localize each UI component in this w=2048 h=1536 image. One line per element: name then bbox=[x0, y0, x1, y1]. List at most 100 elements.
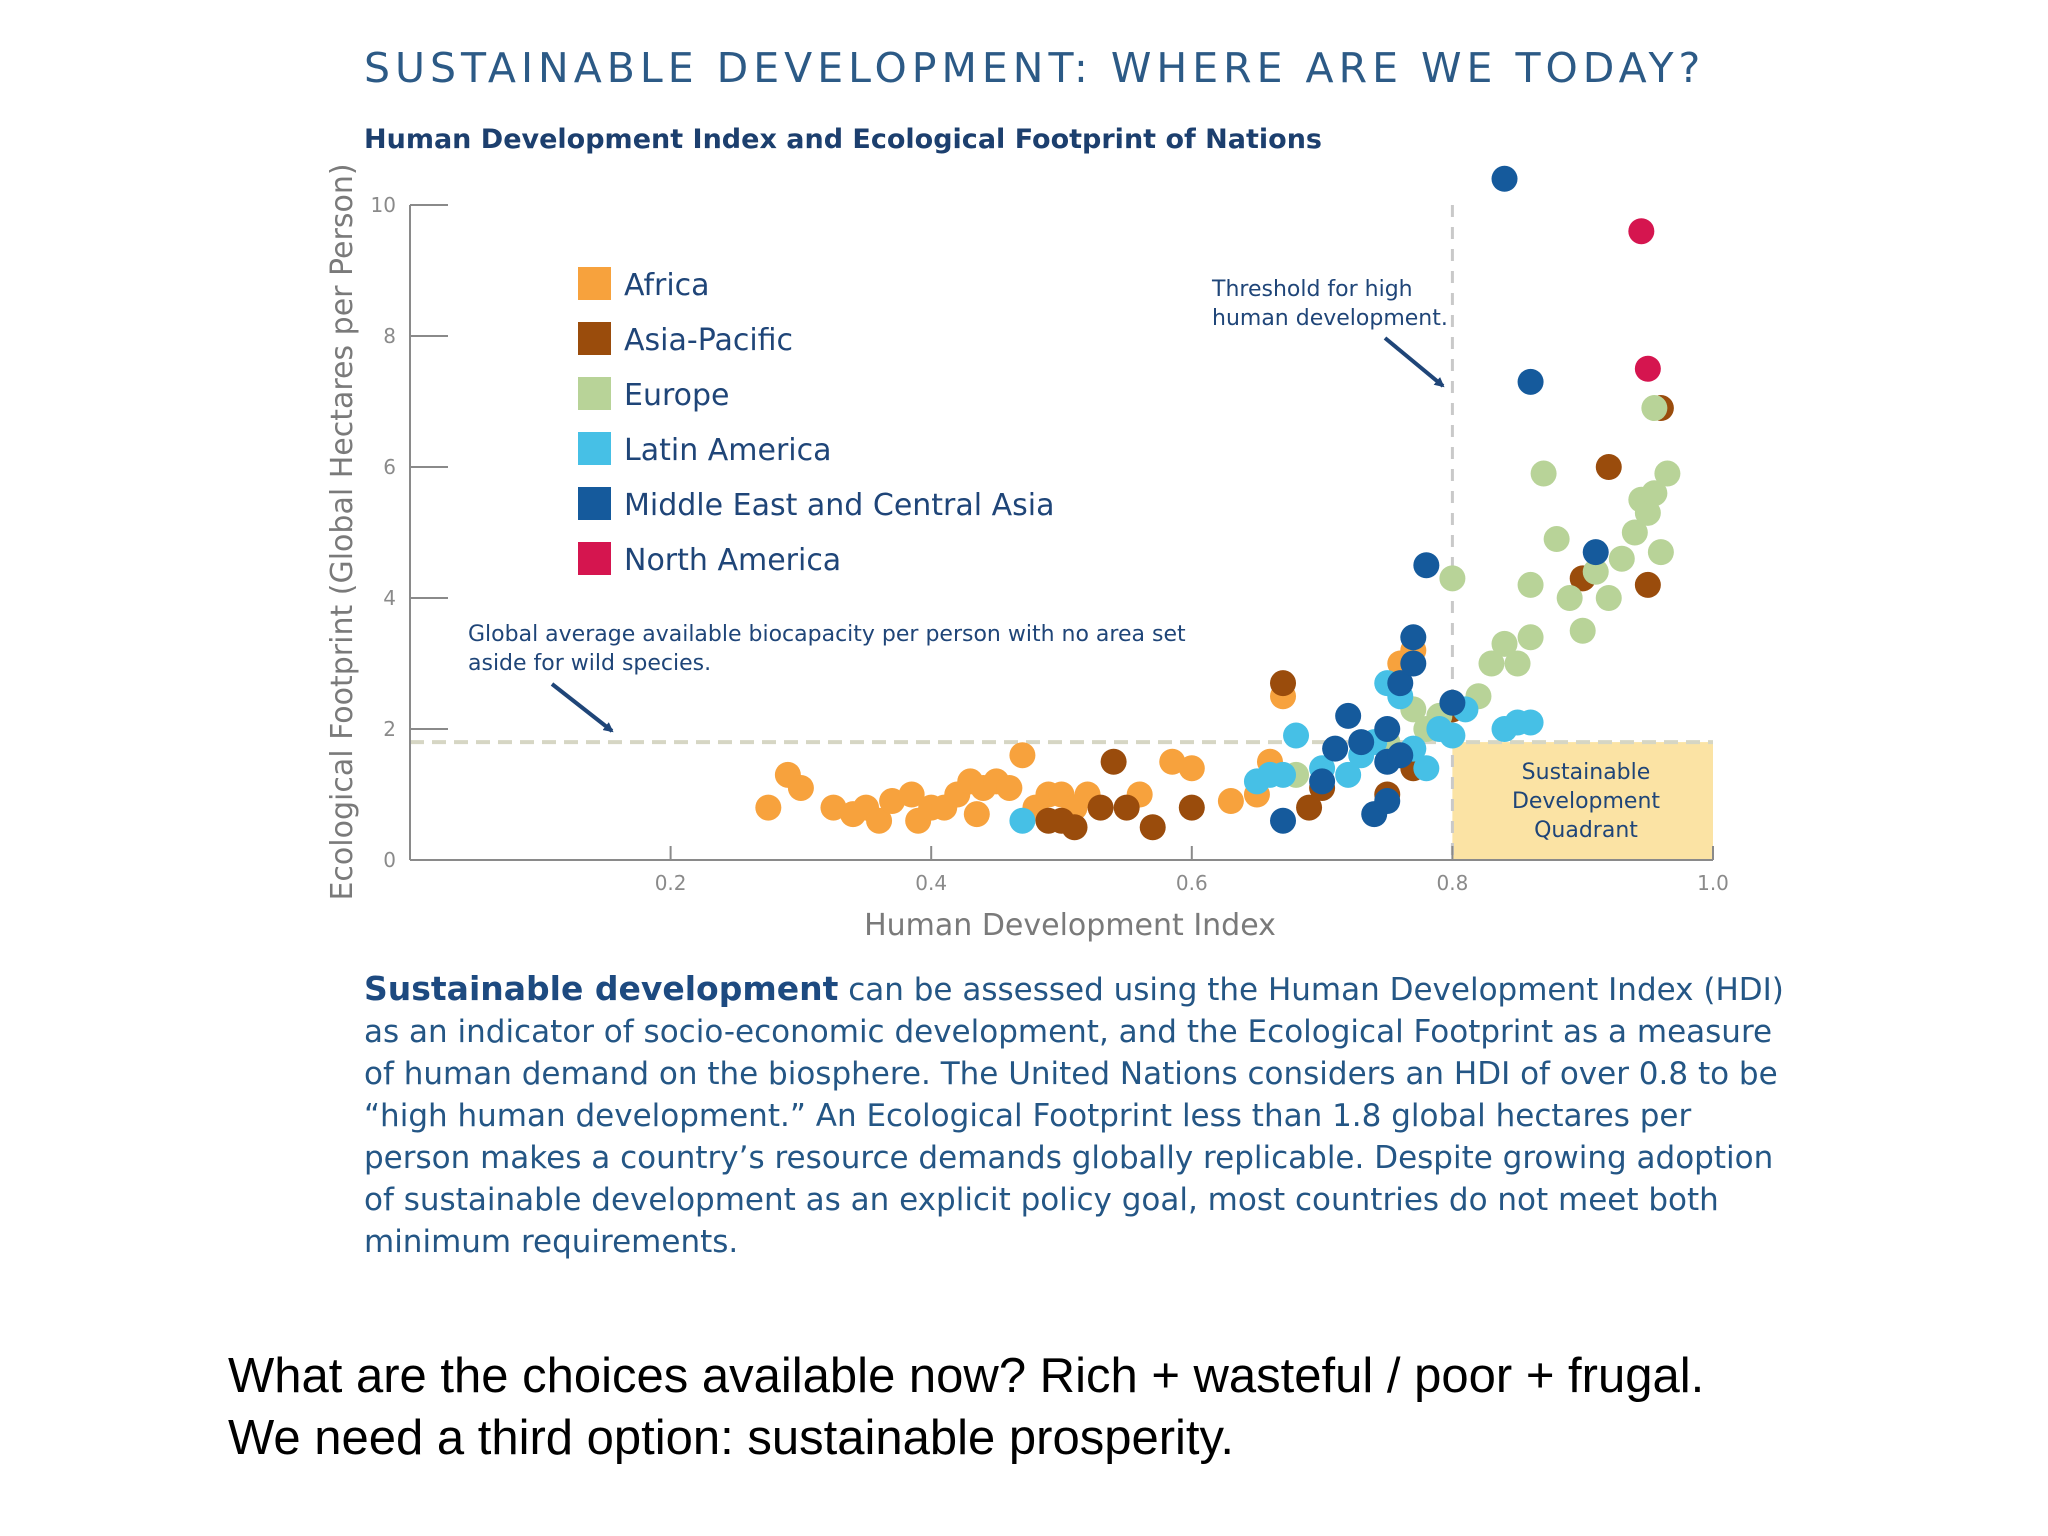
threshold-note-line1: Threshold for high bbox=[1211, 277, 1413, 302]
y-tick-label-4: 8 bbox=[383, 324, 396, 348]
quadrant-label-line3: Quadrant bbox=[1534, 818, 1638, 843]
point-series-0-8 bbox=[898, 781, 925, 808]
y-axis-label: Ecological Footprint (Global Hectares pe… bbox=[325, 163, 360, 900]
legend-swatch-3 bbox=[578, 432, 611, 465]
legend-label-1: Asia-Pacific bbox=[624, 323, 793, 358]
legend-label-5: North America bbox=[624, 543, 841, 578]
point-series-0-27 bbox=[1217, 788, 1244, 815]
point-series-2-9 bbox=[1504, 650, 1531, 677]
y-tick-label-0: 0 bbox=[383, 848, 396, 872]
point-series-1-8 bbox=[1270, 670, 1297, 697]
point-series-0-17 bbox=[996, 774, 1023, 801]
point-series-0-3 bbox=[820, 794, 847, 821]
point-series-1-6 bbox=[1139, 814, 1166, 841]
point-series-4-14 bbox=[1374, 788, 1401, 815]
point-series-4-16 bbox=[1517, 368, 1544, 395]
point-series-2-23 bbox=[1647, 539, 1674, 566]
chart-subtitle: Human Development Index and Ecological F… bbox=[364, 124, 1322, 155]
point-series-4-5 bbox=[1374, 716, 1401, 742]
point-series-1-2 bbox=[1061, 814, 1088, 841]
x-tick-label-0: 0.2 bbox=[655, 871, 687, 895]
biocapacity-arrow bbox=[550, 682, 614, 733]
point-series-4-4 bbox=[1348, 729, 1375, 756]
biocapacity-note-line1: Global average available biocapacity per… bbox=[468, 622, 1186, 647]
point-series-3-4 bbox=[1283, 722, 1310, 749]
point-series-4-15 bbox=[1491, 165, 1518, 192]
point-series-2-8 bbox=[1491, 630, 1518, 657]
point-series-0-6 bbox=[866, 807, 893, 834]
legend-swatch-5 bbox=[578, 542, 611, 575]
point-series-4-8 bbox=[1387, 670, 1414, 697]
point-series-2-14 bbox=[1556, 585, 1583, 611]
slide-note-line1: What are the choices available now? Rich… bbox=[228, 1349, 1705, 1403]
point-series-2-17 bbox=[1595, 585, 1622, 611]
caption-body: can be assessed using the Human Developm… bbox=[364, 972, 1784, 1260]
sustainable-quadrant bbox=[1452, 742, 1713, 860]
point-series-0-26 bbox=[1178, 755, 1205, 782]
x-tick-label-4: 1.0 bbox=[1697, 871, 1729, 895]
y-tick-label-2: 4 bbox=[383, 586, 396, 610]
point-series-4-2 bbox=[1322, 735, 1349, 762]
point-series-2-11 bbox=[1517, 571, 1544, 598]
point-series-4-9 bbox=[1400, 650, 1427, 677]
legend-swatch-0 bbox=[578, 267, 611, 300]
point-series-3-3 bbox=[1270, 761, 1297, 788]
point-series-2-5 bbox=[1439, 565, 1466, 592]
point-series-1-16 bbox=[1634, 571, 1661, 598]
legend-label-4: Middle East and Central Asia bbox=[624, 488, 1055, 523]
point-series-2-7 bbox=[1478, 650, 1505, 677]
slide-notes: What are the choices available now? Rich… bbox=[228, 1345, 1704, 1469]
legend: Africa Asia-Pacific Europe Latin America Mid… bbox=[578, 267, 1055, 578]
y-tick-label-5: 10 bbox=[371, 193, 396, 217]
point-series-2-21 bbox=[1634, 499, 1661, 526]
threshold-note-line2: human development. bbox=[1212, 306, 1448, 331]
point-series-1-9 bbox=[1296, 794, 1323, 821]
point-series-0-18 bbox=[1009, 742, 1036, 769]
biocapacity-note-line2: aside for wild species. bbox=[468, 651, 711, 676]
caption-lead: Sustainable development bbox=[364, 969, 839, 1008]
point-series-1-5 bbox=[1113, 794, 1140, 821]
point-series-3-14 bbox=[1439, 722, 1466, 749]
threshold-arrow bbox=[1383, 336, 1445, 388]
point-series-1-3 bbox=[1087, 794, 1114, 821]
point-series-4-11 bbox=[1413, 552, 1440, 579]
point-series-4-7 bbox=[1387, 742, 1414, 769]
point-series-0-25 bbox=[1159, 748, 1186, 775]
x-axis-label: Human Development Index bbox=[864, 908, 1276, 943]
point-series-2-16 bbox=[1582, 558, 1609, 585]
point-series-0-0 bbox=[755, 794, 782, 821]
slide-note-line2: We need a third option: sustainable pros… bbox=[228, 1411, 1235, 1465]
scatter-chart: 0 2 4 6 8 10 0.2 0.4 0.6 0.8 1.0 Human Development… bbox=[325, 163, 1729, 943]
point-series-0-7 bbox=[879, 788, 906, 815]
legend-label-2: Europe bbox=[624, 378, 730, 413]
legend-swatch-1 bbox=[578, 322, 611, 355]
y-tick-label-1: 2 bbox=[383, 717, 396, 741]
point-series-3-12 bbox=[1413, 755, 1440, 782]
point-series-2-25 bbox=[1641, 395, 1668, 422]
legend-label-0: Africa bbox=[624, 268, 710, 303]
point-series-2-22 bbox=[1641, 480, 1668, 507]
legend-label-3: Latin America bbox=[624, 433, 832, 468]
x-tick-label-1: 0.4 bbox=[915, 871, 947, 895]
point-series-4-3 bbox=[1335, 702, 1362, 729]
point-series-3-18 bbox=[1517, 709, 1544, 736]
caption: Sustainable development can be assessed … bbox=[364, 968, 1784, 1263]
point-series-2-15 bbox=[1569, 617, 1596, 644]
point-series-4-10 bbox=[1400, 624, 1427, 651]
point-series-2-18 bbox=[1608, 545, 1635, 572]
point-series-2-24 bbox=[1654, 460, 1681, 487]
point-series-0-14 bbox=[963, 801, 990, 828]
point-series-5-1 bbox=[1634, 355, 1661, 382]
quadrant-label-line1: Sustainable bbox=[1522, 760, 1651, 785]
point-series-1-7 bbox=[1178, 794, 1205, 821]
point-series-1-4 bbox=[1100, 748, 1127, 775]
point-series-2-19 bbox=[1621, 519, 1648, 546]
point-series-1-15 bbox=[1595, 454, 1622, 480]
point-series-3-0 bbox=[1009, 807, 1036, 834]
point-series-4-12 bbox=[1439, 689, 1466, 716]
legend-swatch-4 bbox=[578, 487, 611, 520]
quadrant-label-line2: Development bbox=[1512, 789, 1660, 814]
point-series-2-10 bbox=[1517, 624, 1544, 651]
legend-swatch-2 bbox=[578, 377, 611, 410]
point-series-0-2 bbox=[787, 774, 814, 801]
